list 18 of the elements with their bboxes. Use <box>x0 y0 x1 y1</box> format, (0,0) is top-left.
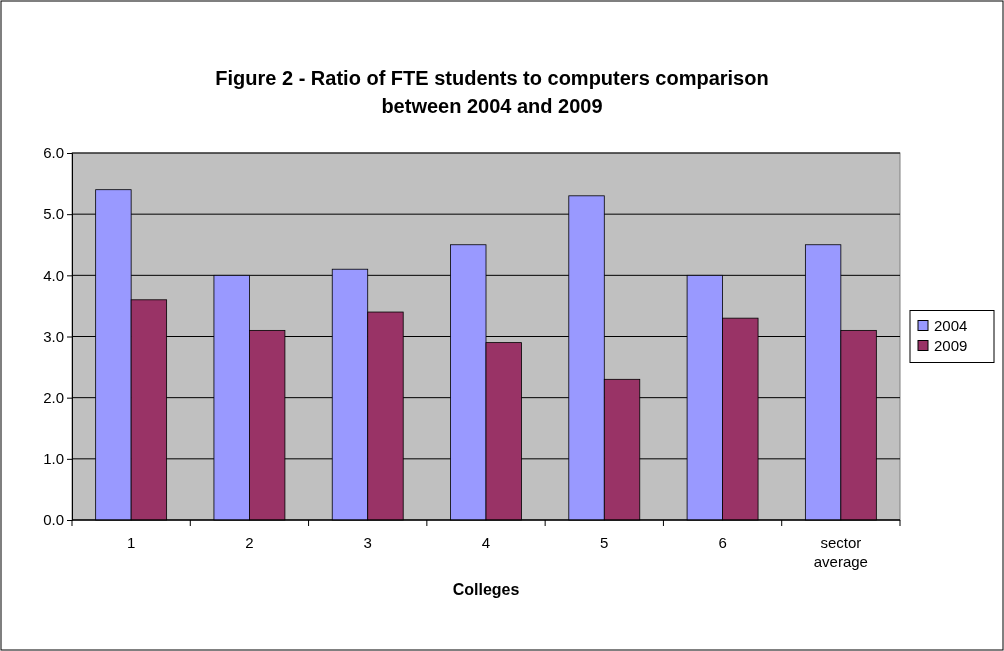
x-axis-title: Colleges <box>452 581 520 598</box>
y-tick-label: 1.0 <box>43 450 64 468</box>
legend-label: 2004 <box>934 316 968 334</box>
x-tick-label: 4 <box>481 534 491 551</box>
y-tick-label: 6.0 <box>43 144 64 162</box>
x-tick-label: 2 <box>245 534 254 551</box>
x-tick-label: 5 <box>600 534 609 551</box>
y-tick-label: 4.0 <box>43 266 64 284</box>
x-tick-label: 6 <box>718 534 727 551</box>
legend-label: 2009 <box>934 336 968 354</box>
x-tick-label: 1 <box>126 534 136 551</box>
y-tick-label: 3.0 <box>43 327 64 345</box>
x-tick-label: sector average <box>813 534 868 570</box>
y-tick-label: 2.0 <box>43 388 64 406</box>
x-tick-label: 3 <box>363 534 372 551</box>
y-tick-label: 5.0 <box>43 205 64 223</box>
chart-title: Figure 2 - Ratio of FTE students to computers comparison between 2004 and 2009 <box>215 67 769 117</box>
y-tick-label: 0.0 <box>43 511 64 529</box>
